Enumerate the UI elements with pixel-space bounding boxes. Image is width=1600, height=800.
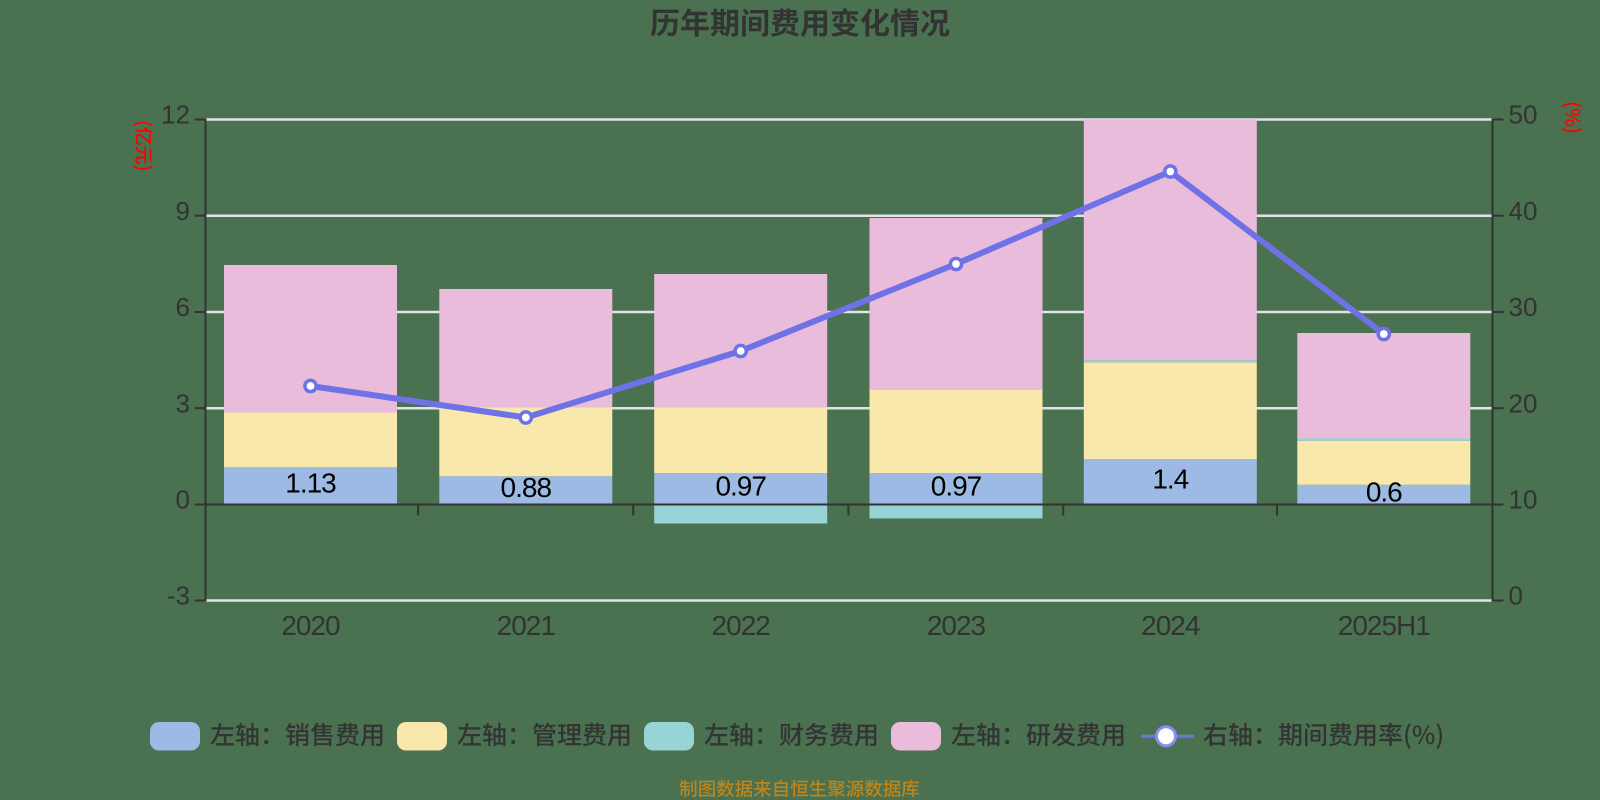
svg-text:0.97: 0.97 bbox=[715, 470, 766, 501]
svg-text:30: 30 bbox=[1509, 292, 1538, 322]
svg-text:10: 10 bbox=[1509, 485, 1538, 515]
svg-text:3: 3 bbox=[176, 388, 190, 418]
svg-text:40: 40 bbox=[1509, 196, 1538, 226]
svg-text:20: 20 bbox=[1509, 388, 1538, 418]
svg-text:2024: 2024 bbox=[1141, 610, 1200, 641]
svg-text:0: 0 bbox=[176, 485, 190, 515]
svg-text:12: 12 bbox=[161, 100, 190, 130]
svg-text:1.13: 1.13 bbox=[285, 468, 336, 499]
svg-text:2025H1: 2025H1 bbox=[1338, 610, 1431, 641]
svg-text:9: 9 bbox=[176, 196, 190, 226]
svg-text:2023: 2023 bbox=[927, 610, 986, 641]
svg-text:2022: 2022 bbox=[712, 610, 771, 641]
svg-text:50: 50 bbox=[1509, 100, 1538, 130]
svg-text:2020: 2020 bbox=[281, 610, 340, 641]
svg-text:0.97: 0.97 bbox=[931, 470, 982, 501]
svg-text:1.4: 1.4 bbox=[1152, 463, 1188, 494]
svg-text:-3: -3 bbox=[167, 581, 190, 611]
svg-text:6: 6 bbox=[176, 292, 190, 322]
svg-text:2021: 2021 bbox=[497, 610, 556, 641]
svg-text:0: 0 bbox=[1509, 581, 1523, 611]
svg-text:0.88: 0.88 bbox=[501, 472, 552, 503]
svg-text:0.6: 0.6 bbox=[1366, 476, 1402, 507]
